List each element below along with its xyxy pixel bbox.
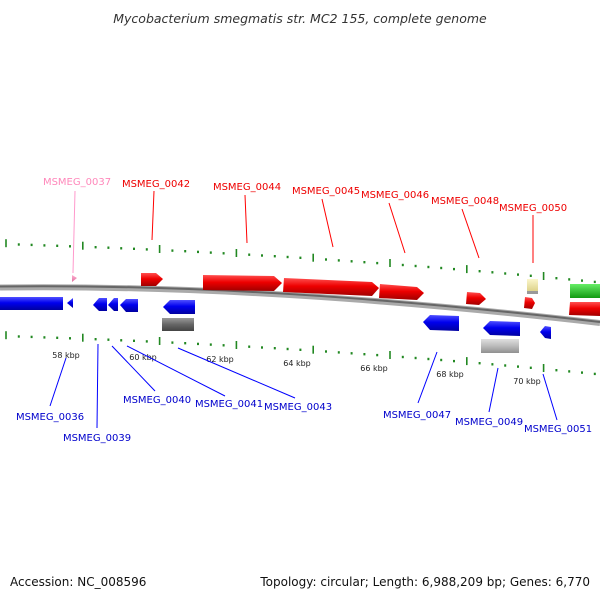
gene-label-msmeg-0045[interactable]: MSMEG_0045 xyxy=(292,186,360,197)
gene-msmeg-0051[interactable] xyxy=(540,326,551,339)
genome-backbone-core xyxy=(0,285,600,323)
gene-label-msmeg-0036[interactable]: MSMEG_0036 xyxy=(16,412,84,423)
gene-msmeg-0041b[interactable] xyxy=(120,299,138,312)
kbp-label: 70 kbp xyxy=(513,377,541,386)
gene-msmeg-0041[interactable] xyxy=(108,298,118,311)
kbp-label: 66 kbp xyxy=(360,364,388,373)
gene-msmeg-0040[interactable] xyxy=(93,298,107,311)
gene-msmeg-0047[interactable] xyxy=(423,315,459,331)
gene-msmeg-0036[interactable] xyxy=(6,297,13,310)
gene-label-msmeg-0043[interactable]: MSMEG_0043 xyxy=(264,402,332,413)
gene-msmeg-0045[interactable] xyxy=(283,278,379,296)
gene-forward-edge[interactable] xyxy=(569,302,600,316)
gene-msmeg-0042[interactable] xyxy=(141,273,163,286)
gene-msmeg-0046[interactable] xyxy=(379,284,424,300)
gene-label-msmeg-0048[interactable]: MSMEG_0048 xyxy=(431,196,499,207)
gene-label-msmeg-0037[interactable]: MSMEG_0037 xyxy=(43,177,111,188)
gene-label-msmeg-0050[interactable]: MSMEG_0050 xyxy=(499,203,567,214)
kbp-label: 64 kbp xyxy=(283,359,311,368)
topology: Topology: circular; Length: 6,988,209 bp… xyxy=(259,575,590,589)
gene-label-msmeg-0049[interactable]: MSMEG_0049 xyxy=(455,417,523,428)
upper-tick-row xyxy=(5,239,596,284)
gene-label-msmeg-0044[interactable]: MSMEG_0044 xyxy=(213,182,281,193)
kbp-label: 60 kbp xyxy=(129,353,157,362)
lower-tick-row xyxy=(5,331,596,376)
gene-msmeg-0050[interactable] xyxy=(524,297,535,309)
upper-labels: MSMEG_0037 MSMEG_0042 MSMEG_0044 MSMEG_0… xyxy=(43,177,567,274)
gene-gray-small xyxy=(527,291,538,294)
gene-msmeg-0037[interactable] xyxy=(72,275,77,282)
gene-label-msmeg-0039[interactable]: MSMEG_0039 xyxy=(63,433,131,444)
lower-labels: MSMEG_0036 MSMEG_0039 MSMEG_0040 MSMEG_0… xyxy=(16,343,592,444)
accession: Accession: NC_008596 xyxy=(10,575,146,589)
map-title: Mycobacterium smegmatis str. MC2 155, co… xyxy=(113,11,487,26)
gene-label-msmeg-0040[interactable]: MSMEG_0040 xyxy=(123,395,191,406)
gene-msmeg-0043[interactable] xyxy=(163,300,195,314)
kbp-label: 68 kbp xyxy=(436,370,464,379)
gene-msmeg-0039[interactable] xyxy=(67,298,73,308)
gene-gray-0049[interactable] xyxy=(481,339,519,353)
gene-gray-0043[interactable] xyxy=(162,318,194,331)
kbp-label: 62 kbp xyxy=(206,355,234,364)
gene-msmeg-0048[interactable] xyxy=(466,292,486,305)
gene-label-msmeg-0051[interactable]: MSMEG_0051 xyxy=(524,424,592,435)
gene-msmeg-0036-edge[interactable] xyxy=(0,297,63,310)
kbp-label: 58 kbp xyxy=(52,351,80,360)
gene-green[interactable] xyxy=(570,284,600,298)
gene-yellow[interactable] xyxy=(527,279,538,293)
gene-label-msmeg-0047[interactable]: MSMEG_0047 xyxy=(383,410,451,421)
gene-msmeg-0044[interactable] xyxy=(203,275,282,291)
gene-label-msmeg-0042[interactable]: MSMEG_0042 xyxy=(122,179,190,190)
gene-label-msmeg-0041[interactable]: MSMEG_0041 xyxy=(195,399,263,410)
gene-label-msmeg-0046[interactable]: MSMEG_0046 xyxy=(361,190,429,201)
gene-msmeg-0049[interactable] xyxy=(483,321,520,336)
